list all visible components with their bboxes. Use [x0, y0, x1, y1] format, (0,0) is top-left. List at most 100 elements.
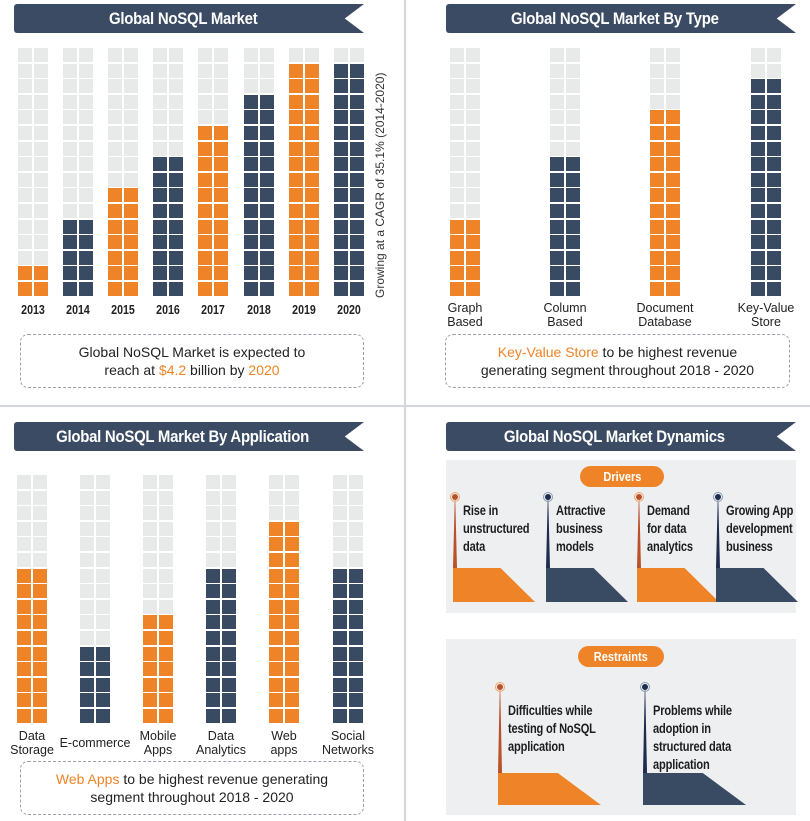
- pin-ring: [713, 492, 723, 502]
- empty-cell: [550, 110, 564, 125]
- filled-cell: [348, 599, 363, 614]
- empty-cell: [206, 475, 220, 489]
- filled-cell: [78, 235, 93, 250]
- filled-cell: [17, 708, 31, 723]
- filled-cell: [153, 250, 167, 265]
- filled-cell: [244, 203, 258, 218]
- filled-cell: [269, 630, 283, 645]
- filled-cell: [766, 94, 781, 109]
- market-callout-line1: Global NoSQL Market is expected to: [78, 344, 306, 360]
- pin-stick: [546, 497, 550, 568]
- empty-cell: [33, 63, 48, 78]
- filled-cell: [465, 250, 480, 265]
- filled-cell: [198, 281, 212, 296]
- filled-cell: [168, 281, 183, 296]
- empty-cell: [158, 568, 173, 583]
- empty-cell: [78, 48, 93, 62]
- empty-cell: [550, 94, 564, 109]
- x-axis-label: 2016: [156, 303, 180, 317]
- filled-cell: [158, 615, 173, 630]
- filled-cell: [158, 708, 173, 723]
- filled-cell: [349, 188, 364, 203]
- filled-cell: [665, 188, 680, 203]
- empty-cell: [450, 63, 464, 78]
- filled-cell: [206, 599, 220, 614]
- filled-cell: [289, 141, 303, 156]
- filled-cell: [284, 630, 299, 645]
- filled-cell: [348, 568, 363, 583]
- empty-cell: [153, 125, 167, 140]
- empty-cell: [665, 94, 680, 109]
- empty-cell: [450, 48, 464, 62]
- filled-cell: [221, 599, 236, 614]
- filled-cell: [259, 266, 274, 281]
- filled-cell: [17, 630, 31, 645]
- filled-cell: [80, 677, 94, 692]
- empty-cell: [213, 63, 228, 78]
- filled-cell: [198, 266, 212, 281]
- filled-cell: [751, 188, 765, 203]
- filled-cell: [465, 266, 480, 281]
- empty-cell: [108, 79, 122, 94]
- empty-cell: [80, 568, 94, 583]
- empty-cell: [95, 490, 110, 505]
- filled-cell: [333, 693, 347, 708]
- filled-cell: [63, 235, 77, 250]
- empty-cell: [63, 203, 77, 218]
- filled-cell: [123, 266, 138, 281]
- empty-cell: [206, 521, 220, 536]
- empty-cell: [33, 203, 48, 218]
- pin-ring: [634, 492, 644, 502]
- filled-cell: [259, 94, 274, 109]
- filled-cell: [206, 708, 220, 723]
- bar-column: [108, 48, 138, 296]
- filled-cell: [304, 203, 319, 218]
- filled-cell: [269, 537, 283, 552]
- label-line: apps: [270, 743, 298, 757]
- empty-cell: [108, 48, 122, 62]
- filled-cell: [289, 250, 303, 265]
- empty-cell: [32, 490, 47, 505]
- filled-cell: [198, 172, 212, 187]
- filled-cell: [259, 172, 274, 187]
- filled-cell: [304, 157, 319, 172]
- empty-cell: [465, 157, 480, 172]
- filled-cell: [289, 110, 303, 125]
- filled-cell: [213, 281, 228, 296]
- bar-column: [198, 48, 228, 296]
- filled-cell: [221, 646, 236, 661]
- label-line: Storage: [10, 743, 54, 757]
- filled-cell: [158, 646, 173, 661]
- empty-cell: [221, 552, 236, 567]
- empty-cell: [333, 552, 347, 567]
- x-axis-label: Mobile Apps: [118, 729, 198, 757]
- empty-cell: [78, 110, 93, 125]
- empty-cell: [80, 506, 94, 521]
- filled-cell: [665, 157, 680, 172]
- empty-cell: [158, 599, 173, 614]
- filled-cell: [550, 235, 564, 250]
- empty-cell: [221, 506, 236, 521]
- filled-cell: [349, 219, 364, 234]
- empty-cell: [18, 125, 32, 140]
- pin-ring: [450, 492, 460, 502]
- filled-cell: [18, 266, 32, 281]
- filled-cell: [143, 646, 157, 661]
- filled-cell: [213, 203, 228, 218]
- filled-cell: [665, 250, 680, 265]
- empty-cell: [450, 188, 464, 203]
- drivers-pill: Drivers: [580, 466, 664, 487]
- filled-cell: [158, 677, 173, 692]
- filled-cell: [766, 203, 781, 218]
- filled-cell: [95, 662, 110, 677]
- dynamics-title-banner: Global NoSQL Market Dynamics: [446, 422, 796, 451]
- filled-cell: [80, 693, 94, 708]
- drivers-label: Drivers: [602, 469, 642, 484]
- vertical-divider: [404, 0, 406, 821]
- filled-cell: [465, 281, 480, 296]
- empty-cell: [63, 141, 77, 156]
- empty-cell: [108, 94, 122, 109]
- filled-cell: [665, 172, 680, 187]
- bar-column: [63, 48, 93, 296]
- pin-ring: [495, 682, 505, 692]
